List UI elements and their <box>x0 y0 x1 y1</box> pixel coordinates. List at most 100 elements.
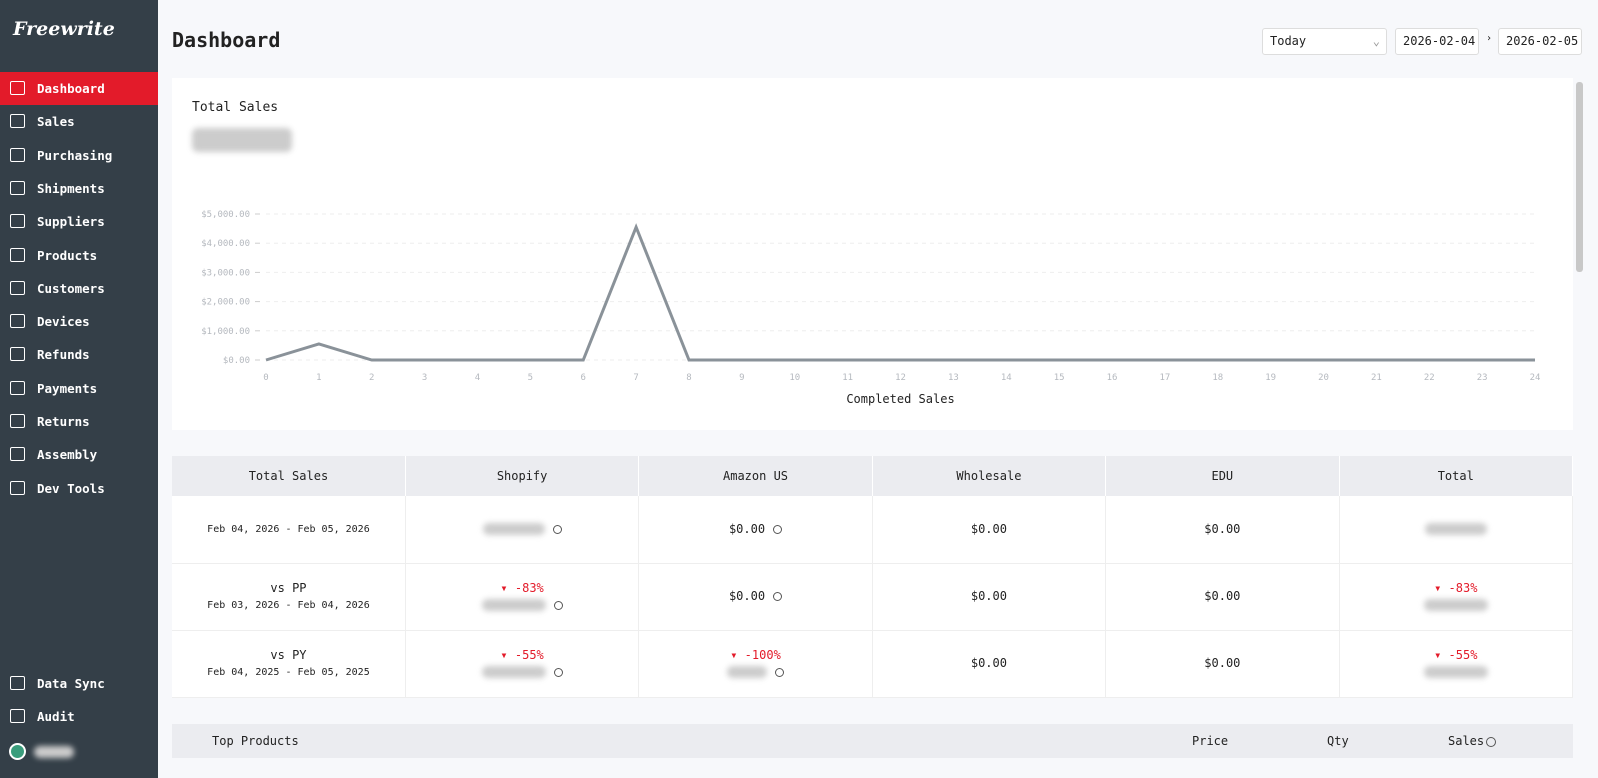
chart: $0.00 $1,000.00 $2,000.00 $3,000.00 $4,000.0… <box>201 210 1541 406</box>
avatar[interactable] <box>9 743 26 760</box>
change: ▾ -55% <box>500 647 544 662</box>
cell: ▾ -55% <box>405 630 640 698</box>
nav-icon <box>10 214 25 229</box>
nav-icon <box>10 81 25 95</box>
cell <box>405 496 640 564</box>
cell: ▾ -55% <box>1339 630 1574 698</box>
nav-item[interactable]: Returns <box>0 405 158 438</box>
cell <box>1339 496 1574 564</box>
cell: $0.00 <box>1105 496 1340 564</box>
change-value: -55% <box>514 647 544 662</box>
x-tick-label: 3 <box>422 373 427 383</box>
cell: $0.00 <box>872 563 1107 631</box>
nav-item[interactable]: Payments <box>0 372 158 405</box>
sales-header: Sales <box>1448 734 1485 748</box>
change-value: -55% <box>1448 647 1478 662</box>
header-cell: Top Products <box>212 734 299 748</box>
nav-icon <box>10 414 25 428</box>
sales-table: Total Sales Shopify Amazon US Wholesale EDU T… <box>172 456 1574 698</box>
x-tick-label: 19 <box>1265 373 1276 383</box>
x-tick-label: 1 <box>316 373 321 383</box>
nav-icon <box>10 114 25 129</box>
label: vs PY <box>270 647 307 662</box>
change-value: -83% <box>1448 580 1478 595</box>
nav-item[interactable]: Assembly <box>0 438 158 471</box>
y-tick-label: $4,000.00 <box>201 239 250 249</box>
x-tick-label: 17 <box>1159 373 1170 383</box>
total-value <box>192 128 292 152</box>
nav-label: Refunds <box>37 347 90 363</box>
change-value: -100% <box>744 647 781 662</box>
header-cell: Total Sales <box>172 456 406 496</box>
nav-icon <box>10 380 25 395</box>
x-tick-label: 15 <box>1054 373 1065 383</box>
cell: $0.00 <box>872 630 1107 698</box>
user-name <box>34 746 74 758</box>
scrollbar[interactable] <box>1576 82 1583 272</box>
nav-icon <box>10 709 25 724</box>
dates: Feb 03, 2026 - Feb 04, 2026 <box>207 599 370 611</box>
cell: $0.00 <box>638 496 873 564</box>
nav-item[interactable]: Suppliers <box>0 205 158 238</box>
nav-label: Payments <box>37 380 98 396</box>
x-tick-label: 16 <box>1107 373 1118 383</box>
nav-item[interactable]: Refunds <box>0 338 158 371</box>
header-cell: Price <box>1192 734 1229 748</box>
cell: $0.00 <box>1105 563 1340 631</box>
top-products-header: Top Products Price Qty Sales <box>172 724 1573 758</box>
nav-item[interactable]: Customers <box>0 272 158 305</box>
nav-item[interactable]: Devices <box>0 305 158 338</box>
label: vs PP <box>270 580 307 595</box>
nav-item[interactable]: Dev Tools <box>0 472 158 505</box>
value: $0.00 <box>728 589 766 603</box>
x-tick-label: 5 <box>528 373 533 383</box>
nav-item[interactable]: Dashboard <box>0 72 158 105</box>
line <box>265 223 1535 362</box>
x-tick-label: 9 <box>739 373 744 383</box>
nav-item[interactable]: Products <box>0 239 158 272</box>
x-tick-label: 10 <box>789 373 800 383</box>
x-tick-label: 12 <box>895 373 906 383</box>
x-tick-label: 20 <box>1318 373 1329 383</box>
header-cell: Total <box>1339 456 1574 496</box>
nav-label: Dev Tools <box>37 480 105 496</box>
header-cell: Qty <box>1327 734 1349 748</box>
header-cell: Sales <box>1448 724 1497 758</box>
x-tick-label: 22 <box>1424 373 1435 383</box>
arrow: › <box>1486 33 1493 44</box>
nav-label: Purchasing <box>37 147 113 163</box>
nav-icon <box>10 180 25 195</box>
header-cell: Amazon US <box>638 456 873 496</box>
nav-item[interactable]: Purchasing <box>0 139 158 172</box>
x-tick-label: 24 <box>1530 373 1541 383</box>
y-tick-label: $0.00 <box>223 356 250 366</box>
nav-item[interactable]: Data Sync <box>0 667 158 700</box>
y-tick-label: $2,000.00 <box>201 298 250 308</box>
nav-label: Returns <box>37 414 90 429</box>
change: ▾ -83% <box>1434 580 1478 595</box>
x-tick-label: 2 <box>369 373 374 383</box>
nav-label: Dashboard <box>37 81 105 96</box>
nav-icon <box>10 247 25 262</box>
nav-label: Assembly <box>37 447 98 463</box>
nav-icon <box>10 147 25 162</box>
dates: Feb 04, 2025 - Feb 05, 2025 <box>207 666 370 678</box>
nav-item[interactable]: Sales <box>0 105 158 138</box>
cell: ▾ -100% <box>638 630 873 698</box>
header-cell: Wholesale <box>872 456 1107 496</box>
end-date[interactable]: 2026-02-05 <box>1498 28 1582 55</box>
dates: Feb 04, 2026 - Feb 05, 2026 <box>172 496 406 564</box>
chart-title: Total Sales <box>192 100 279 115</box>
sidebar: Freewrite Dashboard Sales Purchasing Shipme… <box>0 0 158 778</box>
start-date[interactable]: 2026-02-04 <box>1395 28 1479 55</box>
header-cell: Shopify <box>405 456 640 496</box>
y-tick-label: $5,000.00 <box>201 210 250 220</box>
x-tick-label: 4 <box>475 373 480 383</box>
x-tick-label: 7 <box>633 373 638 383</box>
x-tick-label: 14 <box>1001 373 1012 383</box>
nav-item[interactable]: Shipments <box>0 172 158 205</box>
range-select[interactable]: Today ⌄ <box>1262 28 1387 55</box>
nav-item[interactable]: Audit <box>0 700 158 733</box>
nav-icon <box>10 480 25 495</box>
